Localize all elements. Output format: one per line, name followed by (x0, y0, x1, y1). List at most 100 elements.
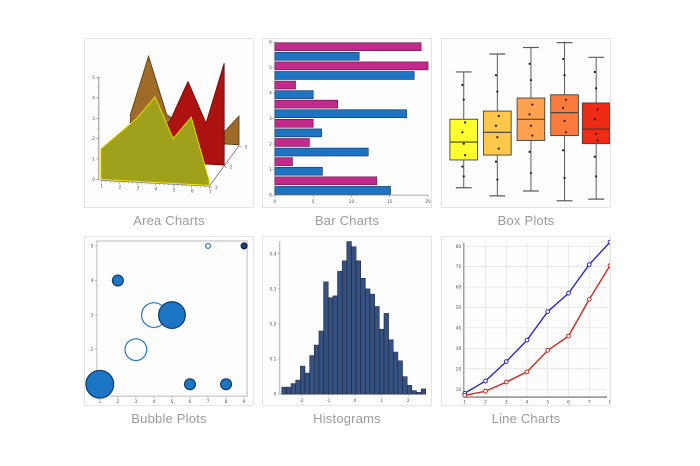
svg-text:0.1: 0.1 (269, 357, 276, 363)
bar (274, 118, 314, 128)
svg-text:5: 5 (171, 399, 174, 405)
hist-bar (295, 379, 301, 395)
line-chart-canvas: 10 20 30 40 50 60 70 80 1 2 3 4 5 6 7 8 (456, 239, 610, 405)
bubble (220, 378, 233, 391)
svg-text:1: 1 (380, 398, 383, 404)
gallery-cell-bar-charts[interactable]: 0 1 2 3 4 5 6 0 5 10 15 20 Bar Charts (262, 38, 432, 228)
svg-text:3: 3 (244, 144, 247, 150)
svg-text:0: 0 (354, 398, 357, 404)
hist-bar (314, 344, 320, 395)
svg-text:3: 3 (269, 116, 272, 122)
bar-charts-thumbnail[interactable]: 0 1 2 3 4 5 6 0 5 10 15 20 (262, 38, 432, 208)
svg-text:2: 2 (230, 165, 233, 171)
svg-text:1: 1 (215, 185, 218, 191)
svg-text:4: 4 (153, 399, 156, 405)
hist-bar (318, 330, 324, 395)
bar (274, 147, 369, 157)
histograms-thumbnail[interactable]: 0 0.1 0.2 0.3 0.4 -2 -1 0 1 2 (262, 236, 432, 406)
gallery-cell-histograms[interactable]: 0 0.1 0.2 0.3 0.4 -2 -1 0 1 2 Histograms (262, 236, 432, 426)
bar (274, 42, 422, 52)
bubble (111, 274, 124, 287)
svg-text:3: 3 (505, 400, 508, 405)
box-3 (550, 42, 579, 202)
gallery-cell-box-plots[interactable]: Box Plots (441, 38, 611, 228)
svg-text:-1: -1 (326, 398, 331, 404)
svg-text:6: 6 (189, 399, 192, 405)
line-series-blue (464, 241, 610, 394)
hist-bar (337, 271, 343, 395)
hist-bar (365, 288, 371, 395)
hist-bar (290, 383, 296, 395)
svg-text:15: 15 (387, 199, 393, 205)
hist-bar (420, 388, 427, 395)
bubble (85, 369, 115, 399)
hist-bar (402, 376, 408, 395)
svg-text:0: 0 (269, 193, 272, 199)
svg-text:20: 20 (425, 199, 431, 205)
hist-bar (346, 241, 352, 395)
svg-text:2: 2 (91, 347, 94, 353)
bar (274, 71, 415, 80)
bubble (204, 242, 212, 249)
svg-text:6: 6 (269, 40, 272, 46)
hist-bar (379, 328, 385, 395)
bar (274, 109, 407, 119)
svg-text:5: 5 (91, 243, 94, 249)
svg-text:60: 60 (456, 285, 462, 291)
bubble-plots-caption: Bubble Plots (131, 411, 207, 426)
bar (274, 61, 429, 71)
bubble-plots-thumbnail[interactable]: 12345678912345 (84, 236, 254, 406)
hist-bar (374, 306, 380, 395)
svg-text:5: 5 (173, 188, 176, 194)
hist-bar (360, 278, 366, 395)
svg-text:1: 1 (92, 157, 95, 163)
svg-text:0: 0 (274, 392, 277, 398)
svg-text:40: 40 (456, 325, 462, 331)
hist-bar (397, 360, 403, 395)
svg-text:2: 2 (116, 399, 119, 405)
bar (274, 99, 338, 109)
hist-bar (323, 281, 329, 395)
hist-bar (393, 351, 399, 395)
hist-bar (309, 355, 315, 395)
hist-bar (332, 295, 338, 395)
svg-text:6: 6 (191, 189, 194, 195)
hist-bar (281, 386, 287, 395)
histograms-caption: Histograms (313, 411, 381, 426)
hist-bar (300, 365, 306, 395)
svg-text:1: 1 (269, 167, 272, 173)
line-series-red (464, 265, 610, 396)
svg-text:2: 2 (407, 398, 410, 404)
box-1 (483, 53, 512, 197)
svg-text:1: 1 (463, 400, 466, 405)
bar (274, 51, 360, 61)
bar (274, 166, 323, 176)
bar (274, 128, 322, 138)
hist-bar (341, 260, 348, 395)
hist-bar (286, 386, 292, 395)
svg-text:9: 9 (243, 399, 246, 405)
hist-bar (351, 246, 357, 395)
svg-text:5: 5 (312, 199, 315, 205)
gallery-cell-line-charts[interactable]: 10 20 30 40 50 60 70 80 1 2 3 4 5 6 7 8 Line Charts (441, 236, 611, 426)
hist-bar (416, 392, 422, 395)
svg-text:-2: -2 (299, 398, 304, 404)
line-charts-thumbnail[interactable]: 10 20 30 40 50 60 70 80 1 2 3 4 5 6 7 8 (441, 236, 611, 406)
svg-text:8: 8 (609, 400, 610, 405)
box-plot-canvas (449, 42, 610, 202)
bar-chart-canvas: 0 1 2 3 4 5 6 0 5 10 15 20 (269, 40, 431, 206)
line-charts-caption: Line Charts (491, 411, 561, 426)
svg-text:4: 4 (92, 95, 95, 101)
svg-text:10: 10 (349, 199, 355, 205)
svg-text:2: 2 (119, 185, 122, 191)
svg-text:4: 4 (269, 91, 272, 97)
svg-text:30: 30 (456, 346, 462, 352)
histogram-canvas: 0 0.1 0.2 0.3 0.4 -2 -1 0 1 2 (269, 240, 427, 404)
gallery-cell-bubble-plots[interactable]: 12345678912345 Bubble Plots (84, 236, 254, 426)
bar (274, 157, 293, 166)
box-plots-thumbnail[interactable] (441, 38, 611, 208)
